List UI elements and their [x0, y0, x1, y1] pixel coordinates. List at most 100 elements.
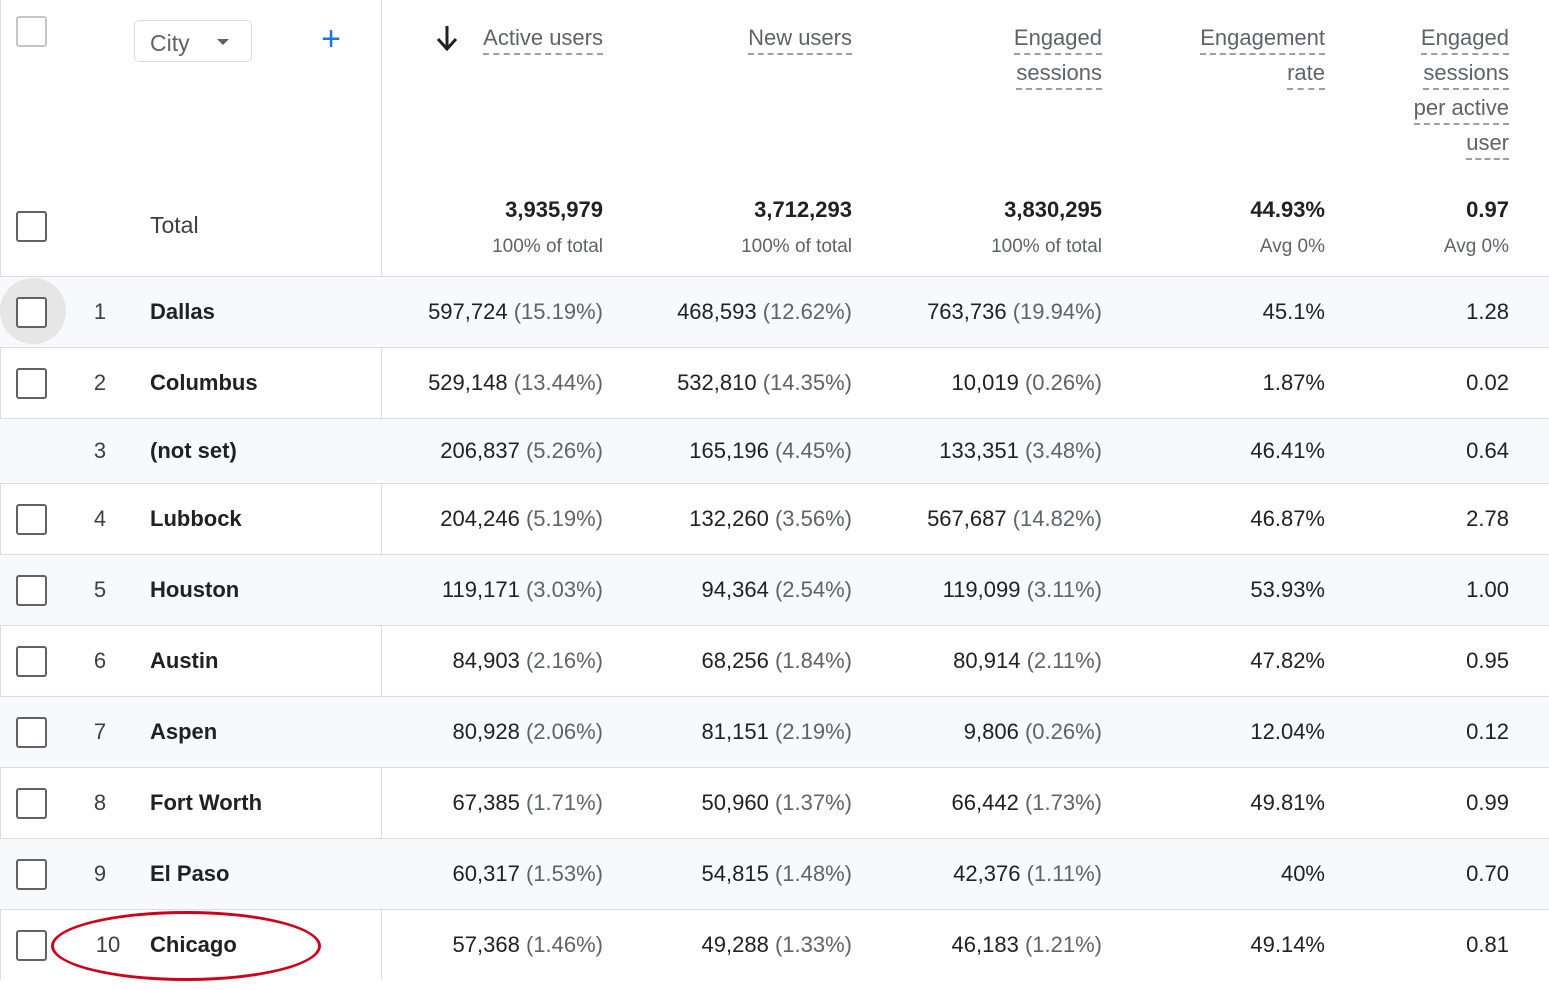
metric-cell: 46.87% — [1085, 506, 1325, 532]
total-value: 3,830,295 — [1004, 197, 1102, 222]
row-checkbox[interactable] — [16, 574, 47, 606]
column-header-text: per active — [1413, 92, 1509, 125]
column-header-engaged-sessions-per-active-user[interactable]: Engaged sessions per active user — [1309, 20, 1509, 160]
metric-cell: 165,196 (4.45%) — [612, 438, 852, 464]
table-row[interactable] — [0, 697, 1549, 767]
total-row-checkbox[interactable] — [16, 211, 47, 242]
total-value: 0.97 — [1466, 197, 1509, 222]
metric-value: 10,019 — [951, 370, 1019, 395]
metric-share: (3.56%) — [774, 506, 852, 531]
row-divider — [0, 483, 1549, 484]
metric-value: 1.00 — [1466, 577, 1509, 602]
metric-share: (14.82%) — [1012, 506, 1102, 531]
row-checkbox[interactable] — [16, 645, 47, 677]
metric-value: 597,724 — [428, 299, 508, 324]
metric-cell: 80,928 (2.06%) — [363, 719, 603, 745]
row-divider — [0, 696, 1549, 697]
column-header-engaged-sessions[interactable]: Engaged sessions — [862, 20, 1102, 90]
column-header-text: user — [1466, 127, 1509, 160]
metric-cell: 0.12 — [1269, 719, 1509, 745]
column-header-engagement-rate[interactable]: Engagement rate — [1105, 20, 1325, 90]
metric-value: 84,903 — [452, 648, 520, 673]
row-checkbox[interactable] — [16, 367, 47, 399]
row-checkbox[interactable] — [16, 929, 47, 961]
highlight-ring-annotation — [51, 911, 321, 981]
metric-value: 67,385 — [452, 790, 520, 815]
metric-share: (1.73%) — [1024, 790, 1102, 815]
table-row[interactable] — [0, 277, 1549, 347]
metric-value: 763,736 — [927, 299, 1007, 324]
row-checkbox[interactable] — [16, 787, 47, 819]
row-checkbox[interactable] — [16, 296, 47, 328]
metric-value: 119,099 — [942, 577, 1021, 602]
row-divider — [0, 909, 1549, 910]
metric-share: (5.19%) — [525, 506, 603, 531]
metric-share: (1.84%) — [774, 648, 852, 673]
metric-cell: 597,724 (15.19%) — [363, 299, 603, 325]
row-rank: 1 — [93, 299, 107, 324]
metric-cell: 0.64 — [1269, 438, 1509, 464]
metric-share: (1.53%) — [525, 861, 603, 886]
metric-cell: 54,815 (1.48%) — [612, 861, 852, 887]
metric-value: 49,288 — [701, 932, 769, 957]
metric-value: 529,148 — [428, 370, 508, 395]
metric-share: (3.03%) — [525, 577, 603, 602]
metric-value: 0.95 — [1466, 648, 1509, 673]
metric-share: (1.33%) — [774, 932, 852, 957]
metric-value: 50,960 — [701, 790, 769, 815]
column-header-text: New users — [748, 22, 852, 55]
table-row[interactable] — [0, 839, 1549, 909]
metric-cell: 0.02 — [1269, 370, 1509, 396]
metric-cell: 12.04% — [1085, 719, 1325, 745]
row-checkbox[interactable] — [16, 503, 47, 535]
metric-cell: 81,151 (2.19%) — [612, 719, 852, 745]
metric-value: 206,837 — [440, 438, 520, 463]
column-header-active-users[interactable]: Active users — [383, 20, 603, 55]
row-rank: 9 — [93, 861, 107, 886]
row-checkbox[interactable] — [16, 858, 47, 890]
metric-cell: 1.87% — [1085, 370, 1325, 396]
total-subtext: Avg 0% — [1443, 236, 1509, 257]
add-dimension-button[interactable]: + — [321, 20, 341, 58]
sort-descending-arrow-icon[interactable] — [434, 23, 460, 53]
column-header-text: Engaged — [1420, 22, 1509, 55]
metric-value: 57,368 — [452, 932, 520, 957]
metric-value: 204,246 — [440, 506, 520, 531]
metric-cell: 0.95 — [1269, 648, 1509, 674]
dimension-selector[interactable]: City — [134, 20, 252, 62]
metric-cell: 42,376 (1.11%) — [862, 861, 1102, 887]
column-header-text: sessions — [1016, 57, 1102, 90]
row-checkbox[interactable] — [16, 716, 47, 748]
metric-value: 2.78 — [1466, 506, 1509, 531]
metric-cell: 57,368 (1.46%) — [363, 932, 603, 958]
metric-cell: 468,593 (12.62%) — [612, 299, 852, 325]
city-name: Dallas — [150, 299, 215, 324]
metric-cell: 50,960 (1.37%) — [612, 790, 852, 816]
metric-share: (1.48%) — [774, 861, 852, 886]
column-header-text: rate — [1287, 57, 1325, 90]
metric-share: (1.46%) — [525, 932, 603, 957]
metric-cell: 45.1% — [1085, 299, 1325, 325]
table-row[interactable] — [0, 419, 1549, 483]
metric-value: 0.02 — [1466, 370, 1509, 395]
metric-value: 132,260 — [689, 506, 769, 531]
select-all-checkbox[interactable] — [16, 16, 47, 47]
metric-cell: 1.00 — [1269, 577, 1509, 603]
metric-cell: 0.81 — [1269, 932, 1509, 958]
city-name: El Paso — [150, 861, 230, 886]
metric-share: (2.11%) — [1026, 648, 1102, 673]
total-value: 3,935,979 — [505, 197, 603, 222]
column-header-new-users[interactable]: New users — [632, 20, 852, 55]
metric-cell: 49,288 (1.33%) — [612, 932, 852, 958]
column-header-text: Active users — [483, 22, 603, 55]
metric-value: 80,914 — [953, 648, 1021, 673]
metric-value: 80,928 — [452, 719, 520, 744]
metric-cell: 46.41% — [1085, 438, 1325, 464]
total-subtext: 100% of total — [991, 236, 1102, 257]
metric-value: 46.87% — [1250, 506, 1325, 531]
metric-value: 68,256 — [701, 648, 769, 673]
total-value: 44.93% — [1250, 197, 1325, 222]
metric-value: 9,806 — [963, 719, 1019, 744]
table-row[interactable] — [0, 555, 1549, 625]
metric-value: 94,364 — [701, 577, 769, 602]
